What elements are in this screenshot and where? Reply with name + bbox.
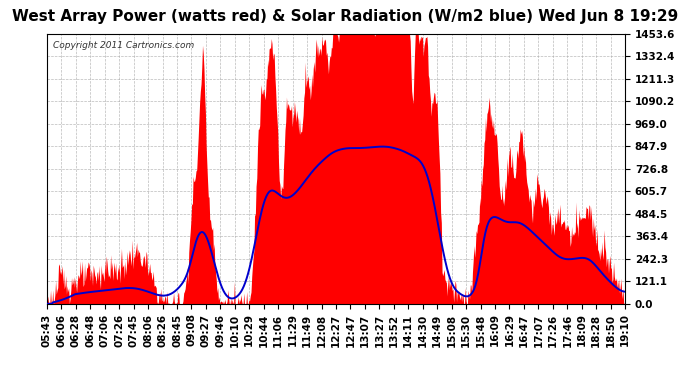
Text: Copyright 2011 Cartronics.com: Copyright 2011 Cartronics.com	[52, 40, 194, 50]
Text: West Array Power (watts red) & Solar Radiation (W/m2 blue) Wed Jun 8 19:29: West Array Power (watts red) & Solar Rad…	[12, 9, 678, 24]
